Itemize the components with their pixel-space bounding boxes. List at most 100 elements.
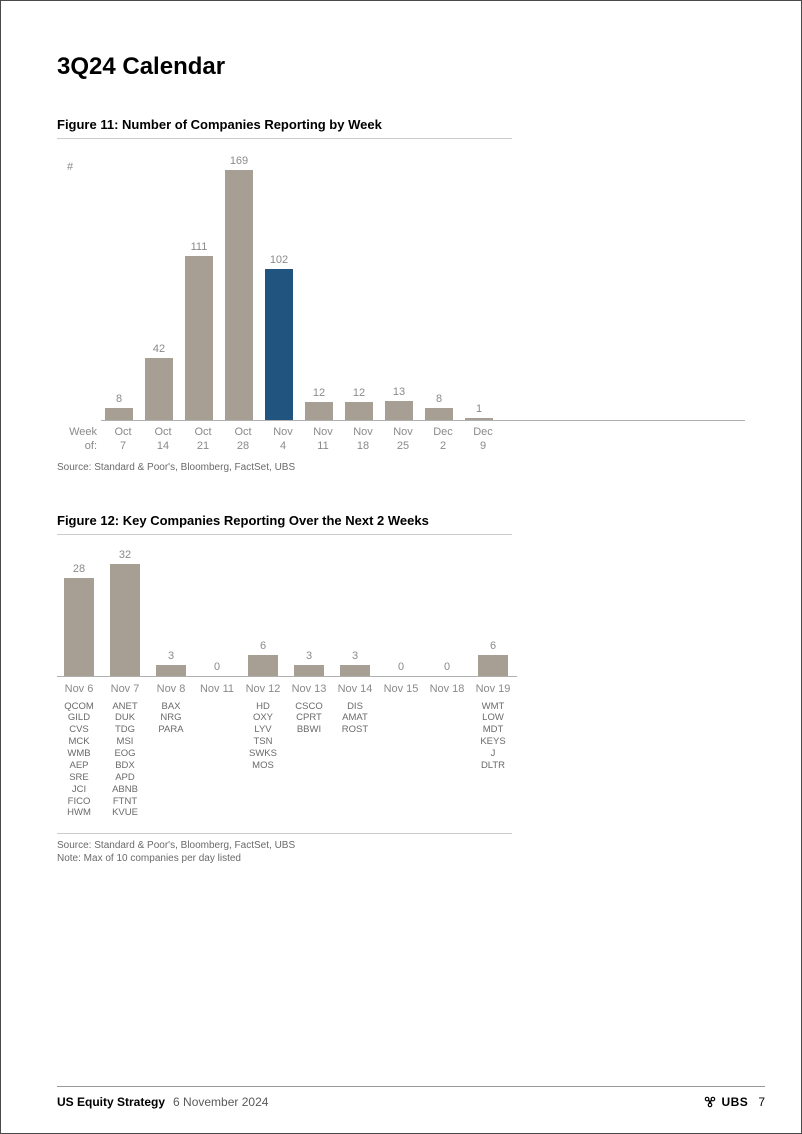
figure-12-tickers: WMTLOWMDTKEYSJDLTR [480, 701, 505, 772]
figure-12-ticker: TSN [249, 736, 277, 748]
figure-12-bar-rect [294, 665, 324, 676]
figure-11: Figure 11: Number of Companies Reporting… [57, 117, 745, 473]
figure-11-bar-value: 8 [436, 393, 442, 405]
figure-12-label-col: Nov 18 [425, 677, 469, 701]
figure-12-bar-value: 3 [306, 650, 312, 662]
figure-12-ticker: CSCO [295, 701, 322, 713]
figure-12-bar: 3 [287, 650, 331, 676]
figure-12-bar-value: 6 [490, 640, 496, 652]
figure-12-bar-value: 28 [73, 563, 85, 575]
figure-12-ticker: DIS [342, 701, 368, 713]
figure-12-date-label: Nov 14 [338, 683, 373, 695]
figure-11-x-label: Dec9 [465, 425, 501, 454]
figure-12-bar-value: 0 [398, 661, 404, 673]
figure-12-chart: 283230633006 Nov 6QCOMGILDCVSMCKWMBAEPSR… [57, 547, 745, 820]
figure-12-ticker: FICO [64, 796, 94, 808]
figure-12-bar-rect [64, 578, 94, 676]
figure-12-ticker: AMAT [342, 712, 368, 724]
figure-11-x-label: Nov18 [345, 425, 381, 454]
figure-12: Figure 12: Key Companies Reporting Over … [57, 513, 745, 865]
figure-12-date-label: Nov 6 [65, 683, 94, 695]
figure-12-ticker: WMT [480, 701, 505, 713]
figure-11-x-labels: Week of:Oct7Oct14Oct21Oct28Nov4Nov11Nov1… [57, 425, 745, 454]
footer-left: US Equity Strategy 6 November 2024 [57, 1095, 268, 1109]
figure-12-labels-and-tickers: Nov 6QCOMGILDCVSMCKWMBAEPSREJCIFICOHWMNo… [57, 677, 517, 820]
figure-11-bar-rect [185, 256, 213, 420]
figure-11-chart: # 84211116910212121381 Week of:Oct7Oct14… [57, 151, 745, 454]
figure-11-bar-value: 169 [230, 155, 248, 167]
figure-12-bar-rect [478, 655, 508, 676]
figure-12-bar-value: 3 [352, 650, 358, 662]
figure-11-bar-rect [265, 269, 293, 420]
figure-12-bar-value: 6 [260, 640, 266, 652]
figure-12-ticker: NRG [158, 712, 183, 724]
figure-12-label-col: Nov 8BAXNRGPARA [149, 677, 193, 737]
figure-12-tickers: HDOXYLYVTSNSWKSMOS [249, 701, 277, 772]
figure-11-bars: 84211116910212121381 [101, 151, 745, 421]
figure-12-ticker: TDG [112, 724, 138, 736]
figure-12-ticker: ABNB [112, 784, 138, 796]
figure-12-date-label: Nov 19 [476, 683, 511, 695]
figure-12-bar-rect [156, 665, 186, 676]
figure-12-ticker: SWKS [249, 748, 277, 760]
figure-12-bar: 6 [241, 640, 285, 676]
figure-12-label-col: Nov 13 CSCOCPRTBBWI [287, 677, 331, 737]
figure-12-bar: 0 [195, 661, 239, 676]
figure-11-x-label: Oct28 [225, 425, 261, 454]
figure-12-tickers: QCOMGILDCVSMCKWMBAEPSREJCIFICOHWM [64, 701, 94, 820]
figure-12-source: Source: Standard & Poor's, Bloomberg, Fa… [57, 833, 512, 851]
figure-11-bar-value: 102 [270, 254, 288, 266]
figure-12-label-col: Nov 14DISAMATROST [333, 677, 377, 737]
figure-12-tickers: ANETDUKTDGMSIEOGBDXAPDABNBFTNTKVUE [112, 701, 138, 820]
figure-11-x-label: Oct21 [185, 425, 221, 454]
figure-11-bar: 111 [181, 241, 217, 420]
figure-11-x-label: Nov25 [385, 425, 421, 454]
figure-11-bar: 102 [261, 254, 297, 420]
figure-12-title: Figure 12: Key Companies Reporting Over … [57, 513, 512, 535]
figure-11-bar: 42 [141, 343, 177, 420]
figure-12-bar-value: 0 [214, 661, 220, 673]
footer-right: UBS 7 [703, 1095, 765, 1109]
figure-12-label-col: Nov 11 [195, 677, 239, 701]
figure-11-x-label: Nov11 [305, 425, 341, 454]
figure-11-bar: 13 [381, 386, 417, 420]
figure-11-bar: 8 [421, 393, 457, 420]
figure-11-bar-rect [465, 418, 493, 420]
footer-page-number: 7 [758, 1095, 765, 1109]
figure-12-ticker: OXY [249, 712, 277, 724]
figure-12-tickers: CSCOCPRTBBWI [295, 701, 322, 737]
figure-12-bar: 32 [103, 549, 147, 676]
figure-12-label-col: Nov 19 WMTLOWMDTKEYSJDLTR [471, 677, 515, 772]
figure-11-x-label: Oct14 [145, 425, 181, 454]
figure-12-ticker: HD [249, 701, 277, 713]
figure-12-bars: 283230633006 [57, 547, 517, 677]
figure-12-bar-value: 0 [444, 661, 450, 673]
figure-12-label-col: Nov 15 [379, 677, 423, 701]
figure-11-bar-rect [305, 402, 333, 420]
figure-11-bar-value: 13 [393, 386, 405, 398]
footer-brand: UBS [721, 1095, 748, 1109]
figure-12-date-label: Nov 13 [292, 683, 327, 695]
figure-12-ticker: WMB [64, 748, 94, 760]
figure-12-ticker: MOS [249, 760, 277, 772]
figure-12-ticker: MSI [112, 736, 138, 748]
figure-11-title: Figure 11: Number of Companies Reporting… [57, 117, 512, 139]
figure-12-bar: 3 [149, 650, 193, 676]
figure-12-ticker: EOG [112, 748, 138, 760]
figure-12-bar: 0 [379, 661, 423, 676]
figure-12-ticker: AEP [64, 760, 94, 772]
figure-11-x-prefix: Week of: [57, 425, 101, 454]
figure-12-label-col: Nov 6 QCOMGILDCVSMCKWMBAEPSREJCIFICOHWM [57, 677, 101, 820]
figure-11-bar-value: 12 [313, 387, 325, 399]
figure-11-bar-value: 8 [116, 393, 122, 405]
page-title: 3Q24 Calendar [57, 53, 745, 81]
figure-12-date-label: Nov 15 [384, 683, 419, 695]
figure-11-bar-value: 42 [153, 343, 165, 355]
figure-12-date-label: Nov 18 [430, 683, 465, 695]
figure-11-bar: 12 [301, 387, 337, 420]
figure-12-tickers: BAXNRGPARA [158, 701, 183, 737]
figure-12-ticker: LYV [249, 724, 277, 736]
figure-12-ticker: PARA [158, 724, 183, 736]
ubs-logo: UBS [703, 1095, 748, 1109]
figure-11-y-label: # [67, 161, 73, 173]
